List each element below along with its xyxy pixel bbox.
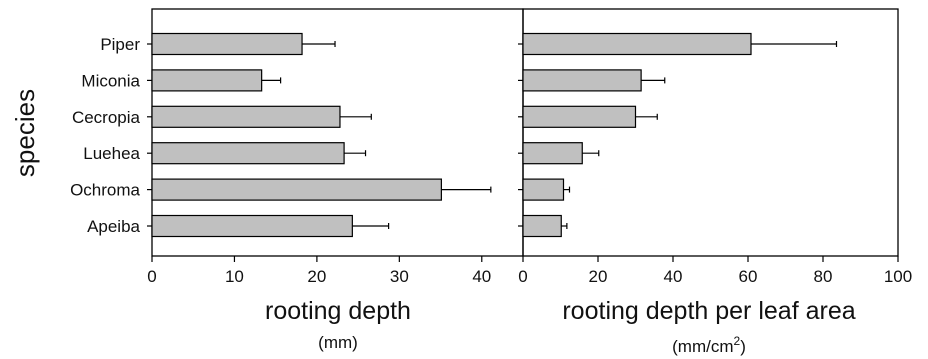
x-tick-label-right-2: 40 [664, 267, 683, 286]
bar-left-apeiba [151, 214, 353, 238]
bar-left-luehea [151, 142, 345, 165]
x-tick-label-right-0: 0 [518, 267, 527, 286]
bar-left-miconia [151, 69, 263, 92]
x-tick-label-right-5: 100 [884, 267, 912, 286]
x-axis-unit-right: (mm/cm2) [672, 334, 746, 356]
species-label-miconia: Miconia [81, 71, 140, 90]
panel-rooting-depth: 0 10 20 30 40 [147, 8, 524, 286]
bar-right-miconia [522, 69, 642, 92]
x-tick-label-left-3: 30 [390, 267, 409, 286]
bar-right-ochroma [522, 178, 565, 201]
x-axis-unit-right-close: ) [740, 337, 746, 356]
x-tick-label-right-1: 20 [589, 267, 608, 286]
x-tick-label-right-3: 60 [739, 267, 758, 286]
panel-rooting-depth-per-leaf-area: 0 20 40 60 80 100 [518, 8, 912, 286]
bar-right-luehea [522, 142, 583, 165]
species-label-ochroma: Ochroma [70, 181, 140, 200]
species-label-luehea: Luehea [83, 144, 140, 163]
bar-left-ochroma [151, 178, 442, 201]
species-label-cecropia: Cecropia [72, 108, 141, 127]
x-axis-title-left: rooting depth [265, 297, 411, 325]
species-tick-labels: Piper Miconia Cecropia Luehea Ochroma Apeiba [70, 35, 140, 236]
x-tick-label-left-0: 0 [147, 267, 156, 286]
x-tick-label-left-2: 20 [307, 267, 326, 286]
bar-right-piper [522, 32, 752, 56]
x-axis-unit-right-base: (mm/cm [672, 337, 733, 356]
species-label-piper: Piper [100, 35, 140, 54]
x-tick-label-right-4: 80 [814, 267, 833, 286]
bar-right-cecropia [522, 105, 637, 128]
x-axis-title-right: rooting depth per leaf area [562, 297, 855, 325]
x-axis-unit-right-superscript: 2 [734, 334, 741, 348]
bar-left-piper [151, 32, 303, 56]
x-tick-label-left-1: 10 [225, 267, 244, 286]
x-axis-unit-left: (mm) [318, 333, 358, 352]
plot-frame-right [522, 8, 899, 257]
species-label-apeiba: Apeiba [87, 217, 140, 236]
y-axis-title: species [10, 89, 40, 177]
bar-right-apeiba [522, 214, 562, 238]
bar-left-cecropia [151, 105, 341, 128]
x-tick-label-left-4: 40 [472, 267, 491, 286]
